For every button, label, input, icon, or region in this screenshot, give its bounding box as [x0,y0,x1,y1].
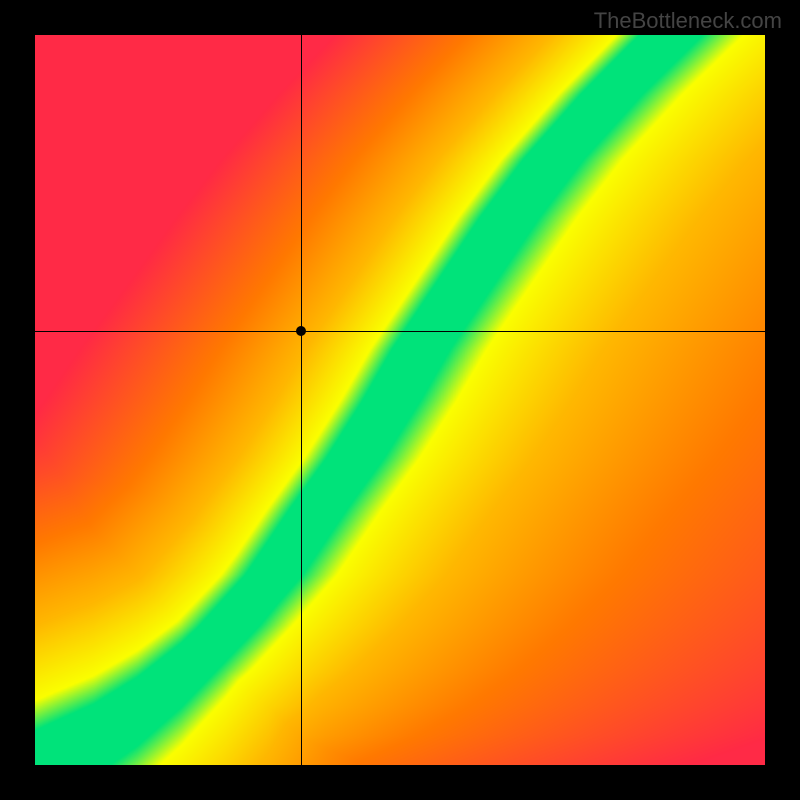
chart-container: TheBottleneck.com [0,0,800,800]
crosshair-horizontal [35,331,765,332]
watermark-text: TheBottleneck.com [594,8,782,34]
crosshair-marker [296,326,306,336]
plot-area [35,35,765,765]
heatmap-canvas [35,35,765,765]
crosshair-vertical [301,35,302,765]
